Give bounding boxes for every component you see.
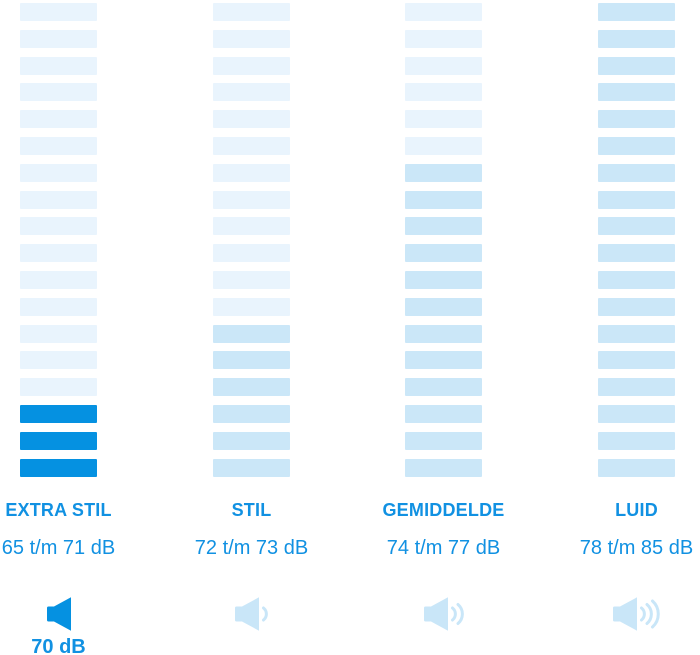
level-bar [20, 244, 97, 263]
level-bar [213, 404, 290, 423]
category-label: EXTRA STIL [5, 499, 112, 520]
level-bar [405, 3, 482, 21]
level-bar [20, 110, 97, 129]
level-bar [405, 378, 482, 397]
level-bar [598, 378, 675, 397]
level-bar [20, 56, 97, 75]
level-bar [213, 3, 290, 21]
level-bar [213, 351, 290, 370]
level-bar [598, 56, 675, 75]
level-bar [20, 431, 97, 450]
level-bar [213, 56, 290, 75]
level-bar [598, 431, 675, 450]
level-bar [213, 190, 290, 209]
level-bar-stack [598, 0, 675, 477]
level-bar [405, 163, 482, 182]
level-bar [20, 270, 97, 289]
level-bar [598, 324, 675, 343]
level-bar [20, 83, 97, 102]
selected-volume-label: 70 dB [31, 635, 86, 655]
level-bar [213, 378, 290, 397]
level-bar [20, 163, 97, 182]
level-bar [405, 190, 482, 209]
speaker-2-waves-icon [423, 596, 464, 631]
speaker-3-waves-icon [612, 596, 661, 631]
level-bar [213, 136, 290, 155]
level-bar [598, 244, 675, 263]
level-bar [405, 458, 482, 477]
db-range-label: 74 t/m 77 dB [386, 536, 501, 559]
level-bar [598, 217, 675, 236]
level-bar [405, 270, 482, 289]
level-bar [405, 110, 482, 129]
level-bar [405, 324, 482, 343]
noise-category-column: LUID 78 t/m 85 dB [541, 0, 700, 631]
db-range-label: 65 t/m 71 dB [1, 536, 116, 559]
level-bar [213, 324, 290, 343]
level-bar [20, 458, 97, 477]
level-bar [213, 431, 290, 450]
level-bar [598, 458, 675, 477]
level-bar [405, 297, 482, 316]
level-bar [213, 83, 290, 102]
level-bar [20, 404, 97, 423]
level-bar [405, 244, 482, 263]
level-bar [598, 270, 675, 289]
level-bar [213, 458, 290, 477]
db-range-label: 72 t/m 73 dB [194, 536, 309, 559]
level-bar [405, 431, 482, 450]
level-bar [213, 270, 290, 289]
category-label: STIL [231, 499, 272, 520]
category-label: LUID [615, 499, 658, 520]
level-bar [598, 3, 675, 21]
level-bar [598, 29, 675, 48]
speaker-0-waves-icon [46, 596, 71, 631]
level-bar [213, 110, 290, 129]
level-bar [405, 56, 482, 75]
level-bar [213, 163, 290, 182]
level-bar [20, 29, 97, 48]
level-bar-stack [213, 0, 290, 477]
level-bar [20, 136, 97, 155]
level-bar [20, 217, 97, 236]
level-bar [598, 351, 675, 370]
noise-category-column: GEMIDDELDE 74 t/m 77 dB [348, 0, 540, 631]
level-bar [213, 244, 290, 263]
level-bar [213, 297, 290, 316]
level-bar [20, 297, 97, 316]
level-bar [598, 136, 675, 155]
level-bar [20, 324, 97, 343]
level-bar [20, 3, 97, 21]
db-range-label: 78 t/m 85 dB [579, 536, 694, 559]
level-bar [405, 29, 482, 48]
level-bar [20, 190, 97, 209]
level-bar [598, 297, 675, 316]
category-label: GEMIDDELDE [382, 499, 505, 520]
level-bar-stack [20, 0, 97, 477]
level-bar [405, 404, 482, 423]
level-bar [598, 110, 675, 129]
level-bar [213, 29, 290, 48]
level-bar [598, 404, 675, 423]
level-bar [405, 217, 482, 236]
level-bar [405, 351, 482, 370]
level-bar-stack [405, 0, 482, 477]
level-bar [598, 163, 675, 182]
speaker-1-waves-icon [234, 596, 269, 631]
level-bar [20, 378, 97, 397]
noise-category-column: EXTRA STIL 65 t/m 71 dB 70 dB [0, 0, 155, 655]
noise-category-column: STIL 72 t/m 73 dB [156, 0, 348, 631]
level-bar [405, 136, 482, 155]
level-bar [598, 190, 675, 209]
level-bar [213, 217, 290, 236]
level-bar [598, 83, 675, 102]
level-bar [405, 83, 482, 102]
level-bar [20, 351, 97, 370]
